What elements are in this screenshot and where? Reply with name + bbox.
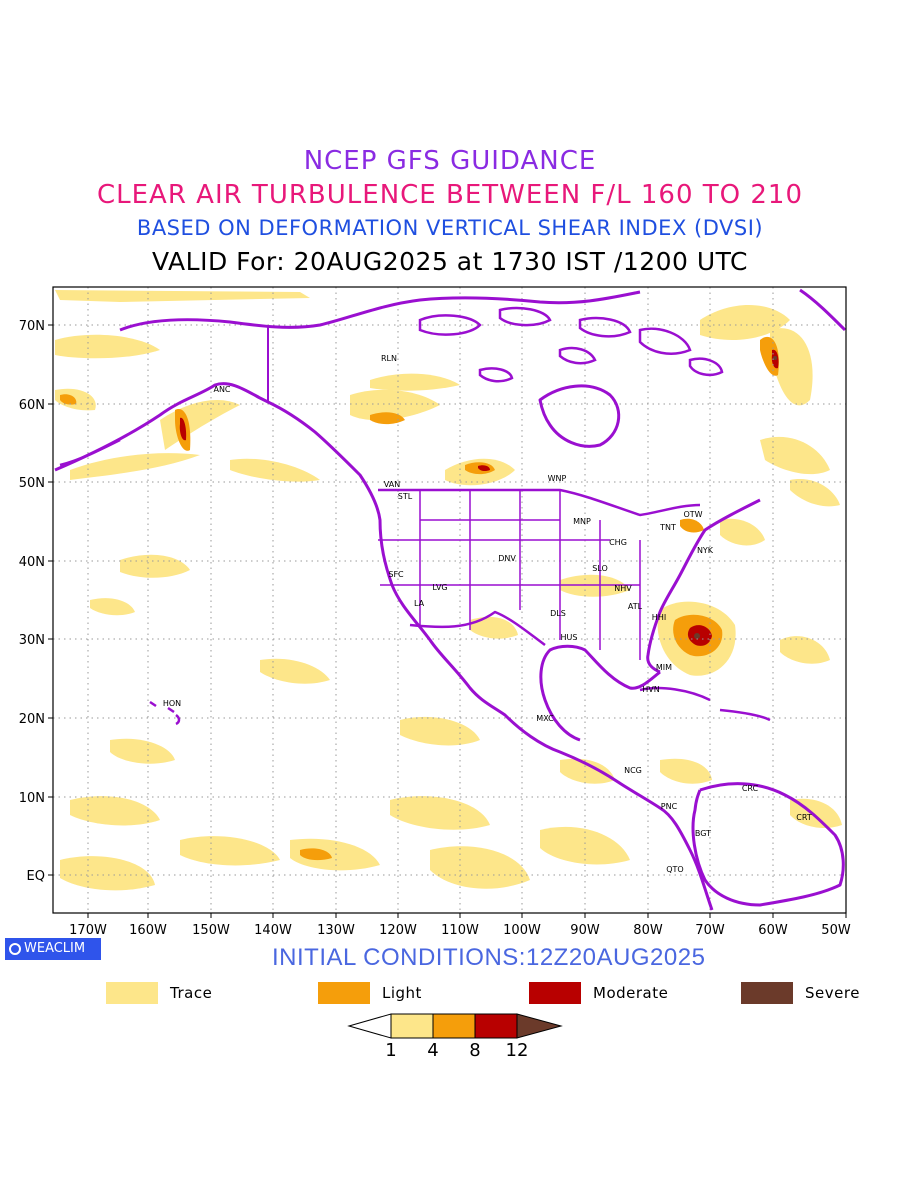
title-method: BASED ON DEFORMATION VERTICAL SHEAR INDE… <box>136 216 764 240</box>
graticule <box>53 287 846 913</box>
station-label-la: LA <box>414 599 425 608</box>
station-label-rln: RLN <box>381 354 397 363</box>
station-label-stl: STL <box>398 492 413 501</box>
latitude-label: 30N <box>19 633 45 648</box>
legend-swatch <box>106 982 158 1004</box>
latitude-label: 50N <box>19 476 45 491</box>
station-label-atl: ATL <box>628 602 643 611</box>
colorbar-high-arrow <box>516 1013 563 1039</box>
legend-label: Trace <box>170 984 213 1002</box>
station-label-bgt: BGT <box>695 829 711 838</box>
station-label-hus: HUS <box>561 633 578 642</box>
initial-conditions-label: INITIAL CONDITIONS:12Z20AUG2025 <box>272 944 706 971</box>
country-boundaries <box>54 288 846 911</box>
longitude-label: 170W <box>69 923 107 938</box>
station-label-wnp: WNP <box>548 474 567 483</box>
station-label-mim: MIM <box>656 663 672 672</box>
latitude-label: EQ <box>27 869 45 884</box>
longitude-label: 130W <box>317 923 355 938</box>
colorbar-low-arrow <box>347 1013 392 1039</box>
latitude-label: 60N <box>19 398 45 413</box>
colorbar-segment-trace <box>390 1013 434 1039</box>
latitude-label: 40N <box>19 555 45 570</box>
longitude-label: 150W <box>192 923 230 938</box>
title-product: CLEAR AIR TURBULENCE BETWEEN F/L 160 TO … <box>96 180 804 210</box>
longitude-label: 100W <box>503 923 541 938</box>
station-label-nhv: NHV <box>614 584 632 593</box>
station-label-mnp: MNP <box>573 517 591 526</box>
station-label-hvn: HVN <box>642 685 659 694</box>
longitude-label: 60W <box>758 923 788 938</box>
colorbar-segment-moderate <box>474 1013 518 1039</box>
map-axes: 70N 60N 50N 40N 30N 20N 10N EQ 170W 160W 150W 140W 1… <box>19 319 851 938</box>
legend-item-light: Light <box>318 982 422 1004</box>
station-label-van: VAN <box>384 480 400 489</box>
state-boundaries <box>378 490 641 660</box>
colorbar <box>347 1013 563 1039</box>
legend-swatch <box>529 982 581 1004</box>
station-label-hhi: HHI <box>652 613 666 622</box>
station-label-otw: OTW <box>683 510 702 519</box>
station-label-anc: ANC <box>213 385 230 394</box>
latitude-label: 10N <box>19 791 45 806</box>
legend-label: Severe <box>805 984 860 1002</box>
station-label-sfc: SFC <box>388 570 404 579</box>
station-label-crt: CRT <box>796 813 812 822</box>
colorbar-tick: 4 <box>427 1040 439 1061</box>
legend-item-severe: Severe <box>741 982 860 1004</box>
title-model: NCEP GFS GUIDANCE <box>303 146 597 176</box>
legend-item-moderate: Moderate <box>529 982 668 1004</box>
colorbar-tick: 1 <box>385 1040 397 1061</box>
map-frame <box>52 286 847 914</box>
colorbar-tick: 8 <box>469 1040 481 1061</box>
legend-label: Light <box>382 984 422 1002</box>
longitude-label: 110W <box>441 923 479 938</box>
station-label-ncg: NCG <box>624 766 642 775</box>
colorbar-tick: 12 <box>505 1040 529 1061</box>
longitude-label: 70W <box>695 923 725 938</box>
station-label-mxc: MXC <box>536 714 554 723</box>
latitude-label: 70N <box>19 319 45 334</box>
circle-logo-icon <box>9 943 21 955</box>
longitude-label: 80W <box>633 923 663 938</box>
station-label-chg: CHG <box>609 538 627 547</box>
longitude-label: 160W <box>129 923 167 938</box>
badge-label: WEACLIM <box>24 941 86 956</box>
weaclim-badge: WEACLIM <box>5 938 101 960</box>
longitude-label: 90W <box>570 923 600 938</box>
longitude-label: 50W <box>821 923 851 938</box>
station-label-nyk: NYK <box>697 546 714 555</box>
station-label-pnc: PNC <box>661 802 678 811</box>
station-labels: ANC RLN VAN STL WNP MNP TNT OTW CHG NYK DNV SFC LVG S… <box>163 354 812 874</box>
station-label-dls: DLS <box>550 609 566 618</box>
latitude-label: 20N <box>19 712 45 727</box>
title-valid-time: VALID For: 20AUG2025 at 1730 IST /1200 U… <box>152 247 748 276</box>
legend-item-trace: Trace <box>106 982 212 1004</box>
station-label-slo: SLO <box>592 564 608 573</box>
arctic-islands <box>418 306 724 383</box>
station-label-lvg: LVG <box>432 583 447 592</box>
colorbar-segment-light <box>432 1013 476 1039</box>
map-plot-area: ANC RLN VAN STL WNP MNP TNT OTW CHG NYK DNV SFC LVG S… <box>53 287 846 913</box>
turbulence-severe-areas <box>694 356 777 639</box>
station-label-tnt: TNT <box>659 523 676 532</box>
legend-swatch <box>318 982 370 1004</box>
longitude-label: 140W <box>254 923 292 938</box>
station-label-qto: QTO <box>666 865 683 874</box>
station-label-hon: HON <box>163 699 181 708</box>
station-label-crc: CRC <box>742 784 759 793</box>
legend-swatch <box>741 982 793 1004</box>
legend-label: Moderate <box>593 984 669 1002</box>
station-label-dnv: DNV <box>498 554 516 563</box>
longitude-label: 120W <box>379 923 417 938</box>
turbulence-trace-areas <box>55 290 842 891</box>
